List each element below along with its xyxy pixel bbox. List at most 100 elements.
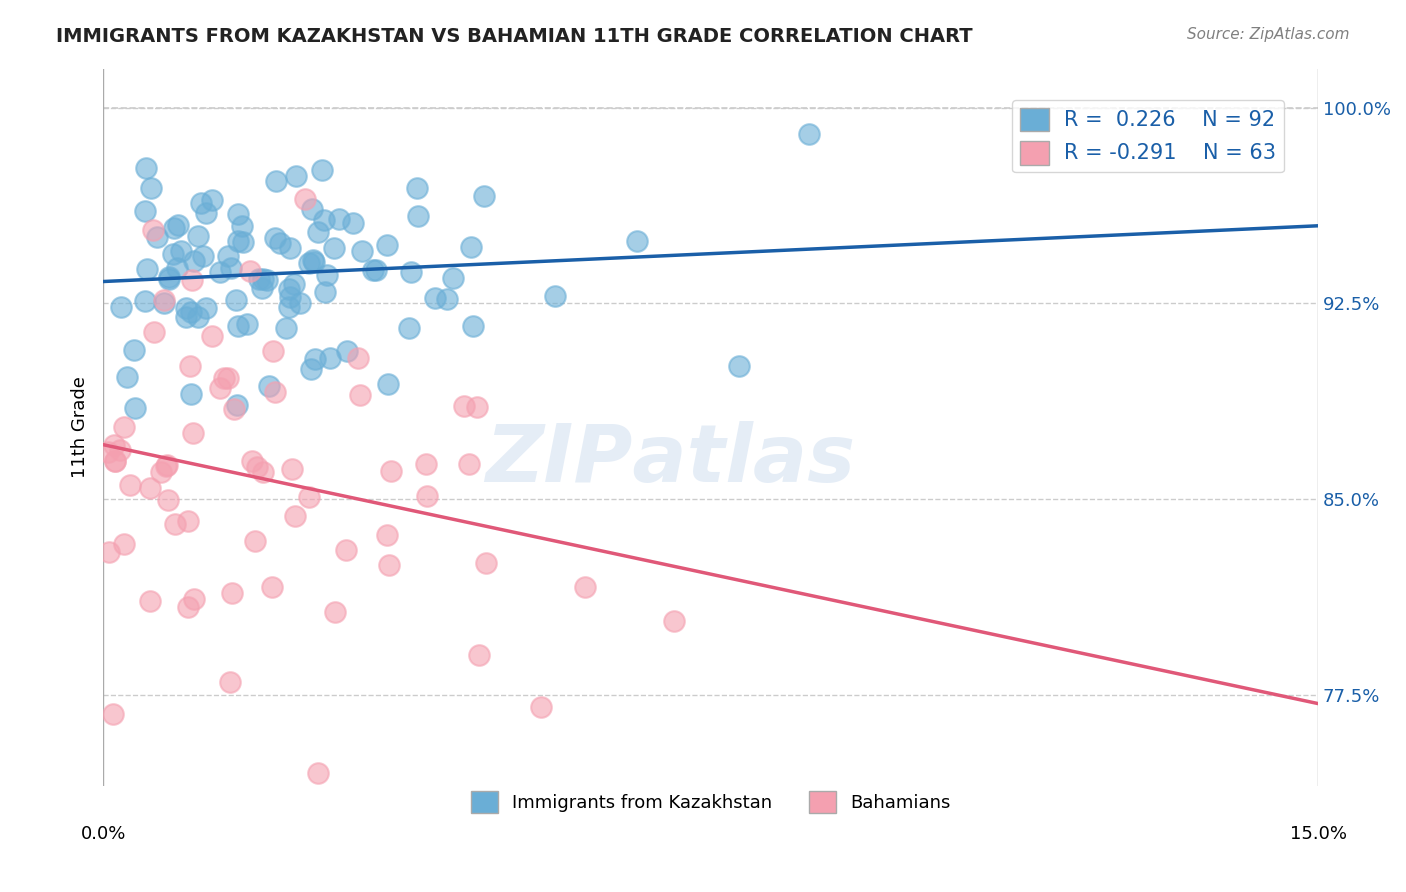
Legend: Immigrants from Kazakhstan, Bahamians: Immigrants from Kazakhstan, Bahamians — [464, 783, 957, 820]
Point — [163, 221, 186, 235]
Point — [380, 464, 402, 478]
Point — [256, 273, 278, 287]
Point — [221, 586, 243, 600]
Point — [797, 127, 820, 141]
Point — [146, 230, 169, 244]
Point — [378, 558, 401, 573]
Point — [262, 581, 284, 595]
Point — [166, 260, 188, 275]
Point — [150, 465, 173, 479]
Point — [301, 202, 323, 216]
Point — [323, 241, 346, 255]
Point — [226, 398, 249, 412]
Point — [281, 462, 304, 476]
Point — [283, 277, 305, 291]
Point — [728, 359, 751, 373]
Point — [278, 301, 301, 315]
Point — [108, 442, 131, 457]
Point — [283, 508, 305, 523]
Text: Source: ZipAtlas.com: Source: ZipAtlas.com — [1187, 27, 1350, 42]
Point — [176, 310, 198, 325]
Point — [314, 213, 336, 227]
Point — [142, 325, 165, 339]
Point — [212, 371, 235, 385]
Point — [181, 425, 204, 440]
Point — [662, 614, 685, 628]
Point — [328, 211, 350, 226]
Text: 15.0%: 15.0% — [1289, 825, 1347, 843]
Point — [304, 352, 326, 367]
Point — [416, 489, 439, 503]
Point — [278, 282, 301, 296]
Point — [375, 528, 398, 542]
Point — [257, 378, 280, 392]
Point — [236, 317, 259, 331]
Point — [323, 605, 346, 619]
Point — [110, 300, 132, 314]
Point — [194, 206, 217, 220]
Point — [347, 351, 370, 365]
Point — [136, 262, 159, 277]
Point — [574, 581, 596, 595]
Y-axis label: 11th Grade: 11th Grade — [72, 376, 89, 478]
Point — [240, 454, 263, 468]
Point — [177, 514, 200, 528]
Point — [314, 285, 336, 299]
Point — [299, 361, 322, 376]
Point — [141, 181, 163, 195]
Point — [460, 240, 482, 254]
Point — [156, 458, 179, 472]
Point — [252, 466, 274, 480]
Point — [191, 249, 214, 263]
Point — [263, 231, 285, 245]
Point — [307, 765, 329, 780]
Point — [162, 247, 184, 261]
Point — [177, 600, 200, 615]
Point — [461, 319, 484, 334]
Point — [208, 381, 231, 395]
Point — [264, 174, 287, 188]
Point — [201, 329, 224, 343]
Point — [135, 161, 157, 175]
Point — [222, 402, 245, 417]
Point — [101, 706, 124, 721]
Point — [152, 293, 174, 307]
Point — [375, 238, 398, 252]
Point — [350, 244, 373, 258]
Point — [399, 265, 422, 279]
Point — [124, 343, 146, 357]
Point — [544, 289, 567, 303]
Point — [157, 492, 180, 507]
Point — [472, 189, 495, 203]
Point — [278, 241, 301, 255]
Point — [134, 204, 156, 219]
Point — [475, 556, 498, 570]
Point — [218, 675, 240, 690]
Point — [232, 235, 254, 249]
Point — [529, 699, 551, 714]
Text: 0.0%: 0.0% — [80, 825, 125, 843]
Point — [349, 388, 371, 402]
Point — [239, 264, 262, 278]
Point — [315, 268, 337, 282]
Point — [377, 377, 399, 392]
Point — [195, 301, 218, 315]
Point — [183, 591, 205, 606]
Point — [163, 516, 186, 531]
Point — [124, 401, 146, 415]
Point — [167, 219, 190, 233]
Point — [103, 454, 125, 468]
Point — [183, 254, 205, 268]
Point — [298, 256, 321, 270]
Point — [288, 296, 311, 310]
Point — [247, 272, 270, 286]
Point — [302, 252, 325, 267]
Point — [626, 234, 648, 248]
Point — [302, 254, 325, 268]
Point — [336, 344, 359, 359]
Point — [97, 544, 120, 558]
Point — [231, 219, 253, 233]
Point — [298, 490, 321, 504]
Point — [219, 260, 242, 275]
Point — [225, 293, 247, 308]
